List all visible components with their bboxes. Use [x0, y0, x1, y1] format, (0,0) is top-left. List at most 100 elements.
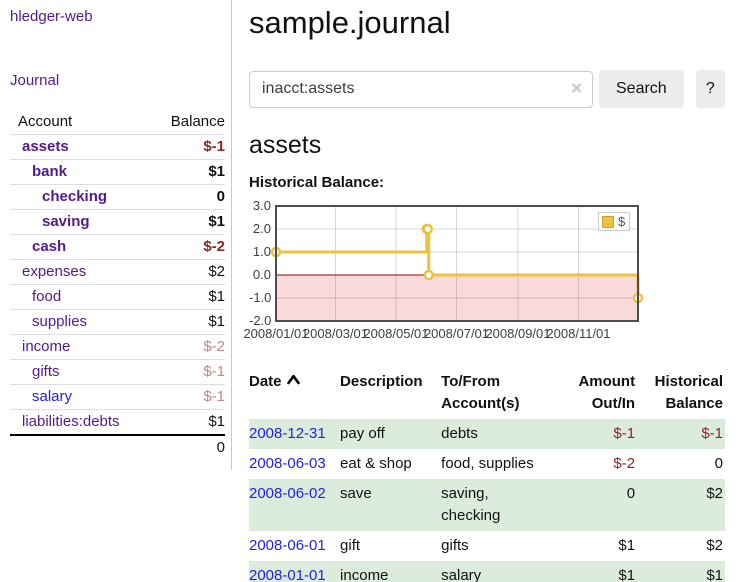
balance-chart: 3.0 2.0 1.0 0.0 -1.0 -2.0 2008/01/01 2008/03/01…: [243, 198, 729, 347]
sort-ascending-icon: [286, 374, 300, 385]
y-axis-tick-label: 1.0: [252, 244, 271, 259]
legend-label: $: [618, 214, 626, 229]
transaction-row: 2008-06-01 gift gifts $1 $2: [249, 531, 725, 561]
account-name-cell: assets: [10, 134, 154, 160]
transaction-accounts: food, supplies: [441, 455, 534, 472]
register-body: 2008-12-31 pay off debts $-1 $-1 2008-06-03 ea…: [249, 419, 725, 582]
account-balance: $-2: [153, 234, 225, 260]
account-name-cell: checking: [10, 184, 154, 210]
search-input[interactable]: [249, 70, 593, 108]
transaction-balance: $2: [706, 537, 723, 554]
account-name-cell: liabilities:debts: [10, 409, 154, 436]
account-row: liabilities:debts $1: [10, 409, 225, 436]
account-link[interactable]: salary: [32, 388, 73, 405]
register-header-date[interactable]: Date: [249, 367, 340, 419]
account-name-cell: expenses: [10, 259, 154, 285]
chart-title: Historical Balance:: [249, 174, 385, 191]
account-link[interactable]: liabilities:debts: [22, 413, 120, 430]
account-link[interactable]: assets: [22, 138, 69, 155]
x-axis-tick-label: 2008/09/01: [485, 326, 551, 341]
register-header-amount: Amount Out/In: [578, 373, 636, 412]
transaction-row: 2008-01-01 income salary $1 $1: [249, 561, 725, 582]
account-row: assets $-1: [10, 134, 225, 160]
account-row: expenses $2: [10, 259, 225, 285]
transaction-amount: 0: [626, 485, 636, 502]
account-link[interactable]: income: [22, 338, 71, 355]
account-link[interactable]: supplies: [32, 313, 88, 330]
transaction-balance: 0: [714, 455, 723, 472]
account-name-cell: cash: [10, 234, 154, 260]
account-row: checking 0: [10, 184, 225, 210]
account-name-cell: income: [10, 334, 154, 360]
account-balance: $-1: [153, 134, 225, 160]
account-balance: $1: [153, 409, 225, 436]
transaction-description: income: [340, 567, 389, 582]
accounts-table: Account Balance assets $-1 bank $1 checking 0…: [10, 110, 225, 460]
register-header-balance: Historical Balance: [654, 373, 723, 412]
search-row: ✕ Search ?: [249, 70, 725, 108]
transaction-row: 2008-06-03 eat & shop food, supplies $-2 0: [249, 449, 725, 479]
account-balance: $2: [153, 259, 225, 285]
journal-link[interactable]: Journal: [10, 72, 60, 89]
search-button[interactable]: Search: [599, 70, 684, 108]
account-row: gifts $-1: [10, 359, 225, 385]
account-balance: $1: [153, 209, 225, 235]
account-link[interactable]: gifts: [32, 363, 60, 380]
account-balance: $1: [153, 309, 225, 335]
clear-search-icon[interactable]: ✕: [570, 80, 583, 98]
register-header-row: Date Description To/From Account(s) Amou…: [249, 367, 725, 419]
account-link[interactable]: checking: [42, 188, 108, 205]
transaction-description: save: [340, 485, 372, 502]
page-title: sample.journal: [249, 5, 451, 40]
transaction-row: 2008-06-02 save saving, checking 0 $2: [249, 479, 725, 531]
legend-swatch-icon: [602, 215, 614, 228]
transaction-accounts: saving, checking: [441, 485, 501, 524]
chart-legend: $: [598, 212, 631, 231]
y-axis-tick-label: 2.0: [252, 221, 271, 236]
transaction-date-link[interactable]: 2008-01-01: [249, 567, 326, 582]
account-link[interactable]: expenses: [22, 263, 87, 280]
transaction-description: gift: [340, 537, 361, 554]
transaction-balance: $1: [706, 567, 723, 582]
accounts-header-balance: Balance: [153, 110, 225, 135]
x-axis-tick-label: 2008/03/01: [302, 326, 369, 341]
account-link[interactable]: food: [32, 288, 62, 305]
y-axis-tick-label: 0.0: [252, 267, 271, 282]
account-name-cell: gifts: [10, 359, 154, 385]
account-link[interactable]: cash: [32, 238, 67, 255]
transaction-accounts: salary: [441, 567, 482, 582]
account-row: salary $-1: [10, 384, 225, 410]
transaction-description: eat & shop: [340, 455, 412, 472]
account-row: supplies $1: [10, 309, 225, 335]
transaction-accounts: gifts: [441, 537, 469, 554]
account-row: cash $-2: [10, 234, 225, 260]
accounts-header-account: Account: [10, 110, 154, 135]
transaction-date-cell: 2008-06-03: [249, 449, 340, 479]
account-row: food $1: [10, 284, 225, 310]
register-header-accounts: To/From Account(s): [441, 373, 520, 412]
x-axis-tick-label: 2008/11/01: [546, 326, 611, 341]
transaction-accounts: debts: [441, 425, 478, 442]
account-link[interactable]: saving: [42, 213, 90, 230]
transaction-date-link[interactable]: 2008-06-02: [249, 485, 326, 502]
transaction-amount: $-1: [613, 425, 636, 442]
account-name-cell: supplies: [10, 309, 154, 335]
transaction-date-link[interactable]: 2008-06-03: [249, 455, 326, 472]
account-link[interactable]: bank: [32, 163, 68, 180]
account-row: bank $1: [10, 159, 225, 185]
account-heading: assets: [249, 131, 322, 159]
transaction-amount: $-2: [613, 455, 636, 472]
transaction-date-cell: 2008-06-01: [249, 531, 340, 561]
transaction-date-link[interactable]: 2008-12-31: [249, 425, 326, 442]
help-button[interactable]: ?: [695, 70, 725, 108]
account-name-cell: salary: [10, 384, 154, 410]
sidebar: hledger-web Journal Account Balance asse…: [0, 0, 232, 470]
register-table: Date Description To/From Account(s) Amou…: [249, 367, 725, 582]
transaction-amount: $1: [618, 537, 636, 554]
transaction-balance: $-1: [701, 425, 723, 442]
transaction-date-link[interactable]: 2008-06-01: [249, 537, 326, 554]
transaction-date-cell: 2008-06-02: [249, 479, 340, 531]
app-title-link[interactable]: hledger-web: [10, 8, 93, 25]
account-balance: $-1: [153, 384, 225, 410]
